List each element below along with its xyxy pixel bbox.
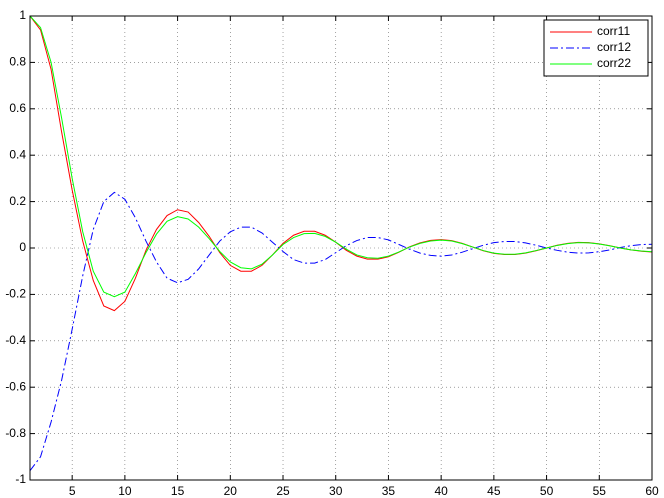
axes-box	[29, 15, 653, 481]
legend-label: corr22	[597, 56, 631, 70]
y-tick-label: 1	[19, 8, 26, 22]
legend-label: corr11	[597, 24, 630, 38]
y-tick-label: -1	[15, 472, 26, 486]
x-tick-label: 40	[434, 484, 448, 498]
legend-box	[543, 19, 649, 77]
y-tick-label: -0.2	[5, 287, 26, 301]
x-tick-label: 60	[645, 484, 659, 498]
y-tick-label: 0.4	[9, 147, 26, 161]
x-tick-label: 45	[487, 484, 501, 498]
legend-label: corr12	[597, 40, 631, 54]
x-tick-label: 10	[118, 484, 132, 498]
data-line	[29, 15, 653, 298]
x-tick-label: 30	[329, 484, 343, 498]
y-tick-label: 0.6	[9, 101, 26, 115]
y-tick-label: 0.8	[9, 55, 26, 69]
x-tick-label: 20	[224, 484, 238, 498]
x-tick-label: 50	[540, 484, 554, 498]
y-tick-label: 0	[19, 240, 26, 254]
x-tick-label: 55	[593, 484, 607, 498]
y-tick-label: 0.2	[9, 194, 26, 208]
x-tick-label: 35	[382, 484, 396, 498]
y-tick-label: -0.8	[5, 426, 26, 440]
x-tick-label: 5	[69, 484, 76, 498]
data-line	[29, 191, 653, 472]
x-tick-label: 15	[171, 484, 185, 498]
y-tick-label: -0.4	[5, 333, 26, 347]
x-tick-label: 25	[276, 484, 290, 498]
y-tick-label: -0.6	[5, 379, 26, 393]
